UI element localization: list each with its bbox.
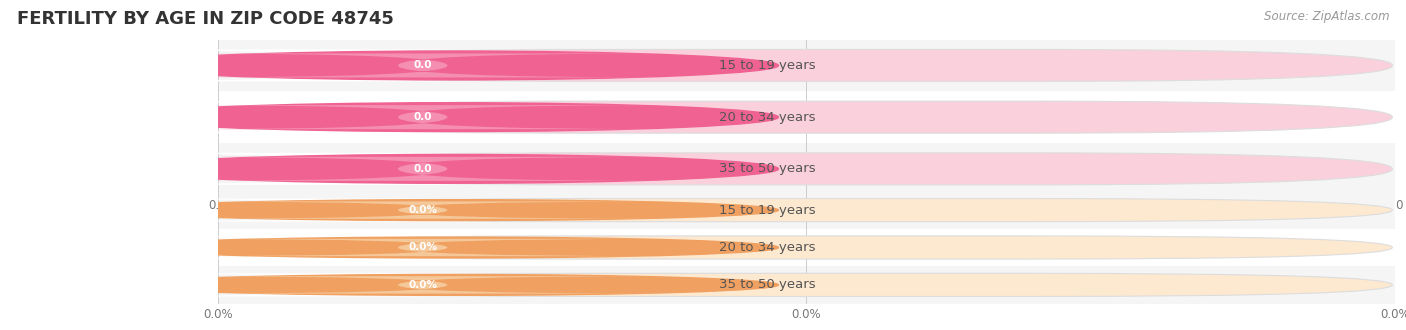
FancyBboxPatch shape xyxy=(35,50,585,82)
FancyBboxPatch shape xyxy=(221,50,1392,82)
FancyBboxPatch shape xyxy=(35,273,585,296)
FancyBboxPatch shape xyxy=(174,201,672,219)
Text: 15 to 19 years: 15 to 19 years xyxy=(718,204,815,216)
FancyBboxPatch shape xyxy=(174,239,672,256)
FancyBboxPatch shape xyxy=(218,143,1395,195)
FancyBboxPatch shape xyxy=(174,105,672,129)
Circle shape xyxy=(122,237,779,258)
FancyBboxPatch shape xyxy=(218,229,1395,266)
Text: 0.0%: 0.0% xyxy=(408,243,437,252)
Text: Source: ZipAtlas.com: Source: ZipAtlas.com xyxy=(1264,10,1389,23)
Circle shape xyxy=(122,154,779,183)
FancyBboxPatch shape xyxy=(174,276,672,294)
FancyBboxPatch shape xyxy=(174,53,672,78)
FancyBboxPatch shape xyxy=(218,266,1395,304)
Circle shape xyxy=(122,51,779,80)
FancyBboxPatch shape xyxy=(35,236,585,259)
Text: 15 to 19 years: 15 to 19 years xyxy=(718,59,815,72)
Text: 35 to 50 years: 35 to 50 years xyxy=(718,279,815,291)
FancyBboxPatch shape xyxy=(221,199,1392,222)
Text: 35 to 50 years: 35 to 50 years xyxy=(718,162,815,175)
FancyBboxPatch shape xyxy=(35,153,585,185)
FancyBboxPatch shape xyxy=(218,91,1395,143)
FancyBboxPatch shape xyxy=(221,236,1392,259)
Text: 20 to 34 years: 20 to 34 years xyxy=(718,241,815,254)
Text: 0.0: 0.0 xyxy=(413,112,432,122)
FancyBboxPatch shape xyxy=(174,157,672,181)
FancyBboxPatch shape xyxy=(35,199,585,222)
FancyBboxPatch shape xyxy=(218,40,1395,91)
Text: 20 to 34 years: 20 to 34 years xyxy=(718,111,815,124)
FancyBboxPatch shape xyxy=(35,101,585,133)
Circle shape xyxy=(122,200,779,220)
Text: 0.0: 0.0 xyxy=(413,164,432,174)
FancyBboxPatch shape xyxy=(218,191,1395,229)
FancyBboxPatch shape xyxy=(221,101,1392,133)
Text: 0.0: 0.0 xyxy=(413,60,432,70)
Circle shape xyxy=(122,103,779,132)
Circle shape xyxy=(122,275,779,295)
Text: 0.0%: 0.0% xyxy=(408,280,437,290)
Text: FERTILITY BY AGE IN ZIP CODE 48745: FERTILITY BY AGE IN ZIP CODE 48745 xyxy=(17,10,394,28)
FancyBboxPatch shape xyxy=(221,273,1392,296)
FancyBboxPatch shape xyxy=(221,153,1392,185)
Text: 0.0%: 0.0% xyxy=(408,205,437,215)
